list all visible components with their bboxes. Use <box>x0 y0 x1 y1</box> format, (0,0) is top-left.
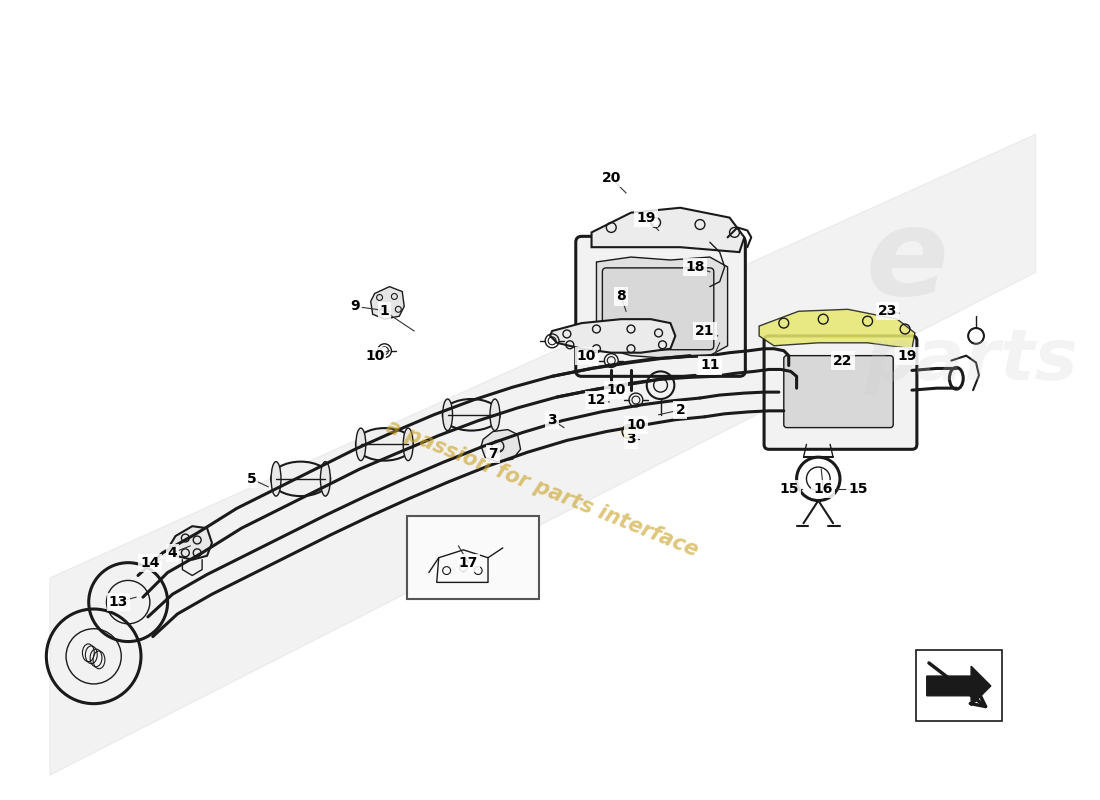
Ellipse shape <box>320 462 330 496</box>
Text: 14: 14 <box>140 556 159 570</box>
Polygon shape <box>596 257 727 358</box>
Text: 7: 7 <box>488 447 498 462</box>
Polygon shape <box>926 666 991 706</box>
Text: 22: 22 <box>833 354 853 367</box>
Polygon shape <box>481 430 520 462</box>
Text: 21: 21 <box>695 324 715 338</box>
Text: 5: 5 <box>246 472 256 486</box>
Text: 3: 3 <box>626 433 636 446</box>
Text: 23: 23 <box>878 304 896 318</box>
Text: 15: 15 <box>779 482 799 496</box>
Text: 11: 11 <box>700 358 719 373</box>
Polygon shape <box>592 208 745 252</box>
Text: e: e <box>866 203 948 321</box>
Text: 19: 19 <box>898 349 916 362</box>
Text: 12: 12 <box>586 393 606 407</box>
FancyBboxPatch shape <box>575 236 746 376</box>
Text: 2: 2 <box>675 403 685 417</box>
Text: 8: 8 <box>616 290 626 303</box>
Ellipse shape <box>442 399 499 430</box>
Ellipse shape <box>404 428 414 461</box>
Text: 3: 3 <box>548 413 557 426</box>
Circle shape <box>623 425 636 438</box>
Ellipse shape <box>271 462 281 496</box>
Text: 13: 13 <box>109 595 128 609</box>
Text: 1: 1 <box>379 304 389 318</box>
Polygon shape <box>759 310 915 349</box>
Text: 10: 10 <box>606 383 626 397</box>
Text: 17: 17 <box>459 556 478 570</box>
Ellipse shape <box>490 399 499 430</box>
Text: 10: 10 <box>576 349 596 362</box>
Ellipse shape <box>271 462 330 496</box>
Text: 10: 10 <box>626 418 646 432</box>
FancyBboxPatch shape <box>764 336 917 450</box>
Ellipse shape <box>442 399 452 430</box>
Text: 15: 15 <box>848 482 868 496</box>
Text: parts: parts <box>865 326 1078 395</box>
Text: 18: 18 <box>685 260 705 274</box>
Ellipse shape <box>356 428 414 461</box>
Text: 4: 4 <box>167 546 177 560</box>
Text: 19: 19 <box>636 210 656 225</box>
FancyBboxPatch shape <box>407 516 539 599</box>
FancyBboxPatch shape <box>784 356 893 428</box>
Text: 10: 10 <box>365 349 384 362</box>
Polygon shape <box>169 526 212 560</box>
Polygon shape <box>550 319 675 353</box>
Text: 16: 16 <box>814 482 833 496</box>
Ellipse shape <box>356 428 366 461</box>
FancyBboxPatch shape <box>603 268 714 350</box>
Text: 9: 9 <box>350 299 360 314</box>
Text: 20: 20 <box>602 171 620 185</box>
Text: a passion for parts interface: a passion for parts interface <box>383 417 702 561</box>
Polygon shape <box>371 286 404 319</box>
